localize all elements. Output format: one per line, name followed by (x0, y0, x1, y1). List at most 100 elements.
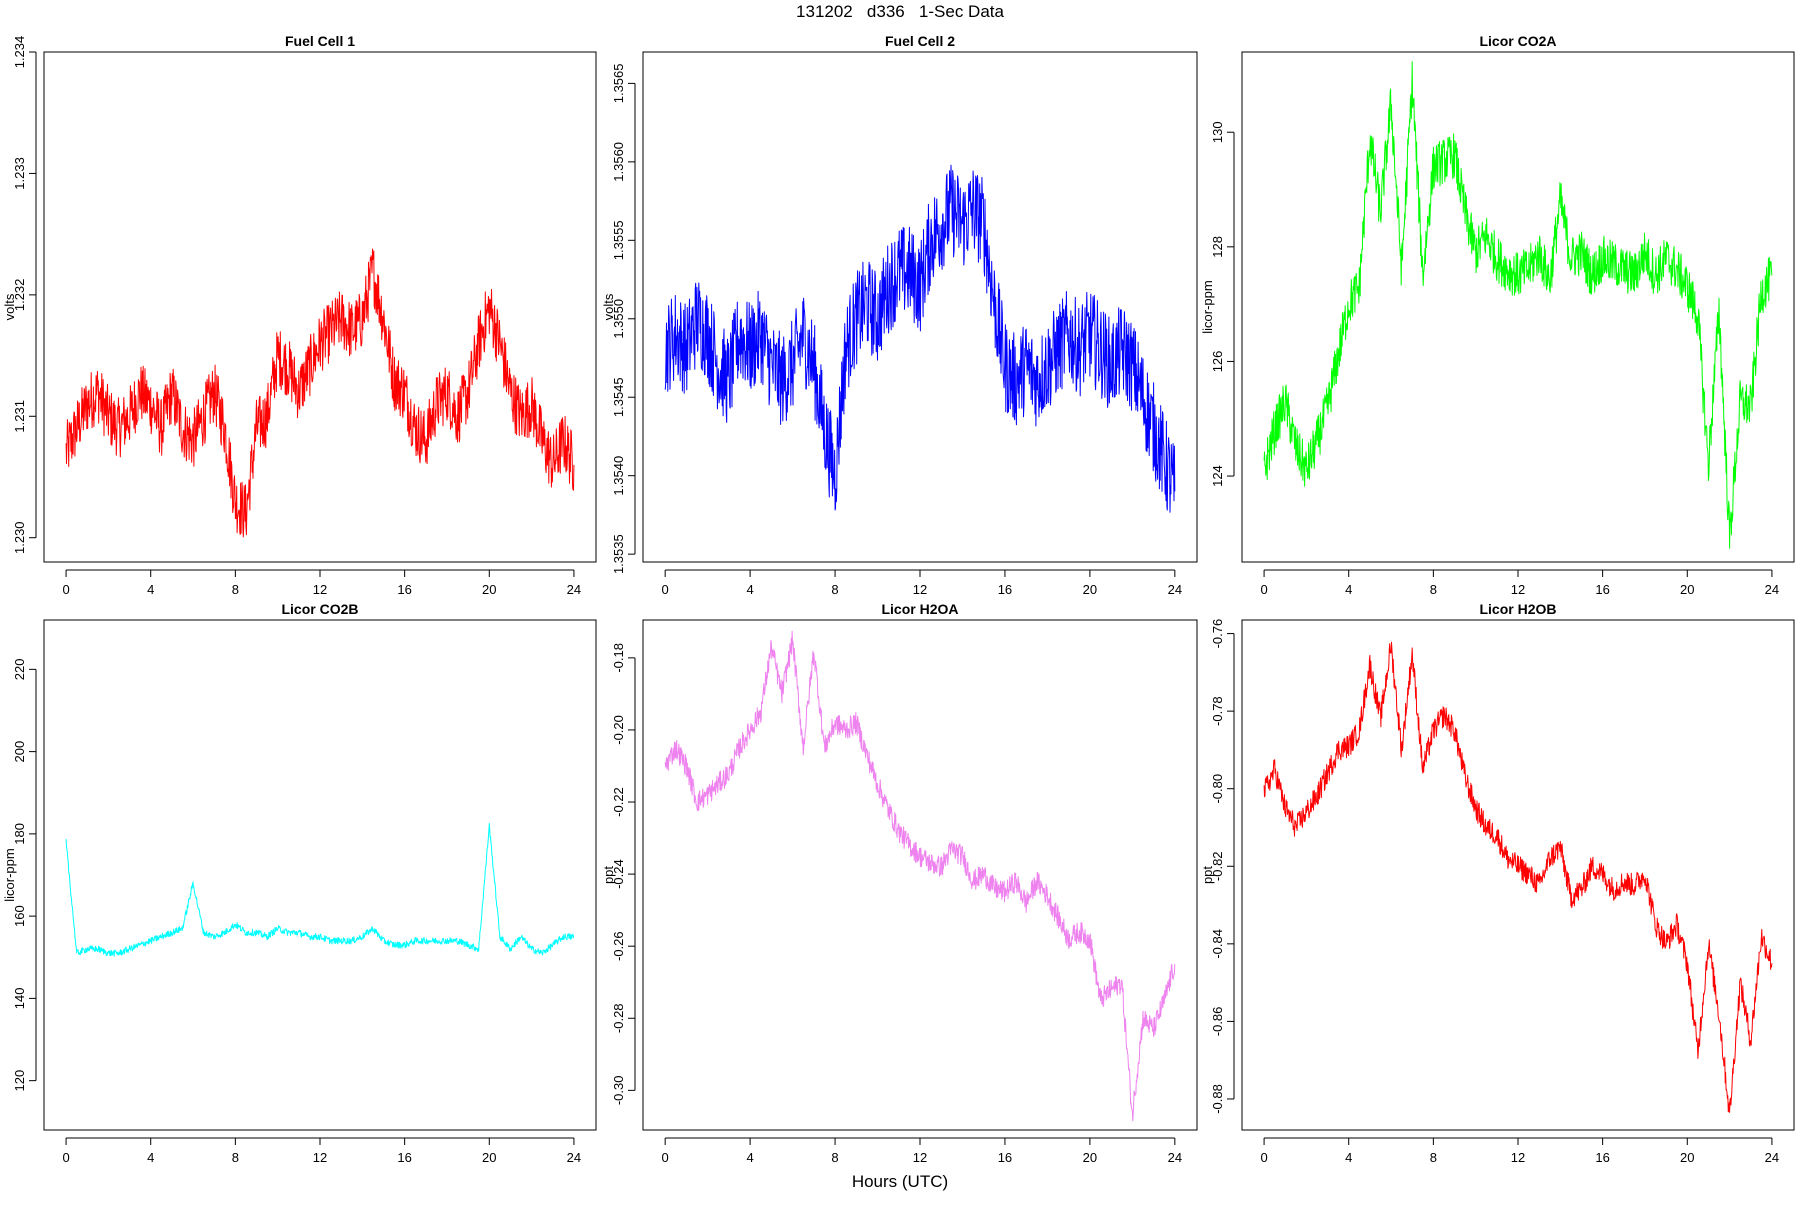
chart-2-y-tick-label: 1.3550 (611, 299, 626, 339)
chart-1-y-tick-label: 1.232 (12, 279, 27, 312)
chart-2-plot-frame (642, 51, 1198, 563)
chart-1: Fuel Cell 1 0 4 8 12 16 20 24 1.230 1.231 1.232 1.2… (2, 33, 597, 597)
chart-3-y-tick-label: 130 (1210, 121, 1225, 143)
chart-4-y-tick-label: 200 (12, 741, 27, 763)
chart-4-x-tick-label: 4 (147, 1150, 154, 1165)
chart-6-y-tick-label: -0.88 (1210, 1084, 1225, 1114)
chart-4-plot-frame (43, 619, 597, 1131)
chart-3-x-tick-label: 0 (1260, 582, 1267, 597)
chart-4-y-axis-label: licor-ppm (2, 848, 17, 901)
chart-5-x-tick-label: 16 (998, 1150, 1012, 1165)
chart-4-x-tick-label: 20 (482, 1150, 496, 1165)
chart-1-y-tick-label: 1.230 (12, 521, 27, 554)
chart-6-y-tick-label: -0.82 (1210, 851, 1225, 881)
chart-5-series-line (664, 630, 1176, 1122)
chart-2-y-tick-label: 1.3560 (611, 142, 626, 182)
chart-1-x-tick-label: 4 (147, 582, 154, 597)
chart-1-plot-frame (43, 51, 597, 563)
chart-4-y-tick-label: 220 (12, 659, 27, 681)
chart-5-title: Licor H2OA (881, 601, 958, 617)
chart-2-x-tick-label: 0 (662, 582, 669, 597)
chart-6-y-tick-label: -0.86 (1210, 1007, 1225, 1037)
figure-title: 131202 d336 1-Sec Data (796, 2, 1004, 21)
chart-5-x-tick-label: 8 (831, 1150, 838, 1165)
chart-3-x-tick-label: 8 (1430, 582, 1437, 597)
chart-2-x-tick-label: 16 (998, 582, 1012, 597)
chart-6-title: Licor H2OB (1479, 601, 1556, 617)
chart-5-x-tick-label: 4 (746, 1150, 753, 1165)
chart-3-y-tick-label: 128 (1210, 236, 1225, 258)
chart-3: Licor CO2A 0 4 8 12 16 20 24 124 126 128 130 licor-p… (1200, 33, 1795, 597)
chart-2-y-tick-label: 1.3540 (611, 456, 626, 496)
chart-6-y-tick-label: -0.78 (1210, 696, 1225, 726)
chart-5-y-tick-label: -0.22 (611, 787, 626, 817)
chart-2-y-tick-label: 1.3535 (611, 534, 626, 574)
chart-5: Licor H2OA 0 4 8 12 16 20 24 -0.18 -0.20 -0.22 -0.2… (601, 601, 1198, 1165)
chart-2-y-tick-label: 1.3565 (611, 64, 626, 104)
chart-3-y-tick-label: 126 (1210, 351, 1225, 373)
chart-4-title: Licor CO2B (281, 601, 358, 617)
chart-3-series-line (1263, 61, 1773, 549)
chart-4-x-tick-label: 8 (232, 1150, 239, 1165)
chart-5-x-tick-label: 20 (1083, 1150, 1097, 1165)
chart-1-series-line (65, 248, 575, 538)
chart-1-title: Fuel Cell 1 (285, 33, 355, 49)
chart-1-y-tick-label: 1.231 (12, 400, 27, 433)
figure-x-axis-label: Hours (UTC) (851, 1172, 949, 1191)
chart-4-series-line (65, 822, 575, 957)
chart-3-x-tick-label: 12 (1511, 582, 1525, 597)
chart-3-y-axis-label: licor-ppm (1200, 280, 1215, 333)
chart-1-x-tick-label: 24 (567, 582, 581, 597)
chart-2-x-tick-label: 20 (1083, 582, 1097, 597)
chart-1-x-tick-label: 0 (62, 582, 69, 597)
chart-4-y-tick-label: 180 (12, 823, 27, 845)
chart-6-x-tick-label: 8 (1430, 1150, 1437, 1165)
chart-6: Licor H2OB 0 4 8 12 16 20 24 -0.76 -0.78 -0.80 -0.8… (1200, 601, 1795, 1165)
chart-6-x-tick-label: 0 (1260, 1150, 1267, 1165)
chart-1-y-tick-label: 1.234 (12, 36, 27, 69)
chart-5-y-tick-label: -0.26 (611, 931, 626, 961)
chart-2-x-tick-label: 24 (1168, 582, 1182, 597)
chart-3-title: Licor CO2A (1479, 33, 1556, 49)
chart-5-x-tick-label: 0 (662, 1150, 669, 1165)
chart-6-y-tick-label: -0.80 (1210, 774, 1225, 804)
chart-5-y-tick-label: -0.18 (611, 643, 626, 673)
chart-3-plot-frame (1241, 51, 1795, 563)
chart-5-y-tick-label: -0.28 (611, 1003, 626, 1033)
chart-5-y-tick-label: -0.24 (611, 859, 626, 889)
chart-1-y-axis-label: volts (2, 293, 17, 320)
chart-6-x-tick-label: 16 (1595, 1150, 1609, 1165)
chart-4-y-tick-label: 160 (12, 905, 27, 927)
chart-2-y-axis-label: volts (601, 293, 616, 320)
chart-4-x-tick-label: 24 (567, 1150, 581, 1165)
chart-1-x-tick-label: 12 (313, 582, 327, 597)
chart-4-y-tick-label: 120 (12, 1070, 27, 1092)
chart-2-y-tick-label: 1.3545 (611, 377, 626, 417)
chart-6-x-tick-label: 12 (1511, 1150, 1525, 1165)
chart-1-x-tick-label: 20 (482, 582, 496, 597)
chart-6-x-tick-label: 4 (1345, 1150, 1352, 1165)
chart-5-x-tick-label: 12 (913, 1150, 927, 1165)
chart-5-plot-frame (642, 619, 1198, 1131)
chart-3-y-tick-label: 124 (1210, 465, 1225, 487)
chart-5-x-tick-label: 24 (1168, 1150, 1182, 1165)
chart-6-x-tick-label: 20 (1680, 1150, 1694, 1165)
chart-5-y-tick-label: -0.20 (611, 715, 626, 745)
chart-2-x-tick-label: 12 (913, 582, 927, 597)
chart-3-x-tick-label: 20 (1680, 582, 1694, 597)
chart-5-y-axis-label: ppt (601, 866, 616, 884)
chart-2-title: Fuel Cell 2 (885, 33, 955, 49)
chart-3-x-tick-label: 24 (1765, 582, 1779, 597)
chart-6-plot-frame (1241, 619, 1795, 1131)
chart-1-y-tick-label: 1.233 (12, 157, 27, 190)
chart-3-x-tick-label: 16 (1595, 582, 1609, 597)
chart-4-x-tick-label: 0 (62, 1150, 69, 1165)
chart-6-y-tick-label: -0.76 (1210, 619, 1225, 649)
chart-1-x-tick-label: 16 (397, 582, 411, 597)
chart-2-y-tick-label: 1.3555 (611, 220, 626, 260)
chart-2-x-tick-label: 4 (746, 582, 753, 597)
chart-5-y-tick-label: -0.30 (611, 1076, 626, 1106)
chart-2-series-line (664, 164, 1176, 513)
